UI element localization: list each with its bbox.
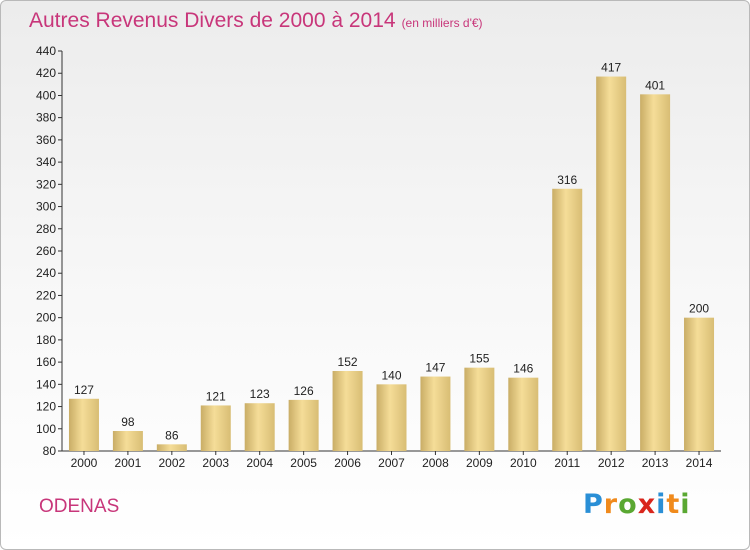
bar-value-label: 417 xyxy=(601,61,621,75)
city-name: ODENAS xyxy=(39,496,120,517)
x-tick-label: 2012 xyxy=(598,456,625,470)
y-tick-label: 420 xyxy=(36,66,56,80)
y-tick-label: 240 xyxy=(36,266,56,280)
x-tick-label: 2013 xyxy=(642,456,669,470)
proxiti-logo[interactable]: Proxiti xyxy=(583,489,691,520)
logo-letter: r xyxy=(603,489,619,520)
bar xyxy=(596,76,627,452)
bar xyxy=(332,371,363,451)
bar xyxy=(508,377,539,451)
bar-value-label: 98 xyxy=(121,415,135,429)
x-tick-label: 2010 xyxy=(510,456,537,470)
y-tick-label: 320 xyxy=(36,177,56,191)
logo-letter: i xyxy=(656,489,667,520)
y-tick-label: 440 xyxy=(36,44,56,58)
bar xyxy=(552,188,583,451)
bar-value-label: 121 xyxy=(206,389,226,403)
bar-value-label: 126 xyxy=(294,384,314,398)
bar-value-label: 316 xyxy=(557,173,577,187)
x-tick-label: 2009 xyxy=(466,456,493,470)
bar-value-label: 86 xyxy=(165,428,179,442)
y-tick-label: 200 xyxy=(36,311,56,325)
bar xyxy=(376,384,407,451)
bar xyxy=(464,367,495,451)
y-tick-label: 340 xyxy=(36,155,56,169)
bar xyxy=(244,403,275,451)
bar-value-label: 127 xyxy=(74,383,94,397)
y-tick-label: 400 xyxy=(36,88,56,102)
y-tick-label: 180 xyxy=(36,333,56,347)
chart-bars: 127 98 86 121 123 126 152 140 147 155 146 316 417 401… xyxy=(68,61,715,452)
bar xyxy=(640,94,671,451)
bar xyxy=(200,405,231,451)
bar-value-label: 401 xyxy=(645,78,665,92)
logo-letter: i xyxy=(680,489,691,520)
y-tick-label: 280 xyxy=(36,222,56,236)
bar-value-label: 152 xyxy=(338,355,358,369)
bar-value-label: 147 xyxy=(425,361,445,375)
x-tick-label: 2008 xyxy=(422,456,449,470)
bar-value-label: 155 xyxy=(469,352,489,366)
chart-title-text: Autres Revenus Divers de 2000 à 2014 xyxy=(29,9,396,32)
bar xyxy=(420,376,451,451)
y-tick-label: 380 xyxy=(36,111,56,125)
x-tick-label: 2001 xyxy=(115,456,142,470)
x-tick-label: 2014 xyxy=(686,456,713,470)
y-tick-label: 260 xyxy=(36,244,56,258)
y-tick-label: 160 xyxy=(36,355,56,369)
bar xyxy=(684,317,715,451)
bar-value-label: 140 xyxy=(381,368,401,382)
y-tick-label: 120 xyxy=(36,400,56,414)
y-tick-label: 300 xyxy=(36,200,56,214)
logo-letter: P xyxy=(583,489,604,520)
bar-value-label: 146 xyxy=(513,362,533,376)
logo-letter: o xyxy=(618,489,638,520)
y-tick-label: 360 xyxy=(36,133,56,147)
y-tick-label: 140 xyxy=(36,377,56,391)
x-tick-label: 2005 xyxy=(290,456,317,470)
bar-value-label: 123 xyxy=(250,387,270,401)
bar xyxy=(112,431,143,451)
x-tick-label: 2003 xyxy=(202,456,229,470)
bar xyxy=(156,444,187,451)
x-tick-label: 2011 xyxy=(554,456,580,470)
y-tick-label: 100 xyxy=(36,422,56,436)
x-tick-label: 2000 xyxy=(71,456,98,470)
bar-value-label: 200 xyxy=(689,302,709,316)
chart-title: Autres Revenus Divers de 2000 à 2014 (en … xyxy=(29,9,483,33)
x-tick-label: 2002 xyxy=(158,456,185,470)
bar xyxy=(288,399,319,451)
y-tick-label: 220 xyxy=(36,288,56,302)
y-tick-label: 80 xyxy=(43,444,57,458)
bar xyxy=(68,398,99,451)
logo-letter: x xyxy=(637,489,657,520)
x-tick-label: 2007 xyxy=(378,456,405,470)
x-tick-label: 2006 xyxy=(334,456,361,470)
logo-letter: t xyxy=(666,489,681,520)
chart-subtitle: (en milliers d'€) xyxy=(401,16,483,30)
x-tick-label: 2004 xyxy=(246,456,273,470)
